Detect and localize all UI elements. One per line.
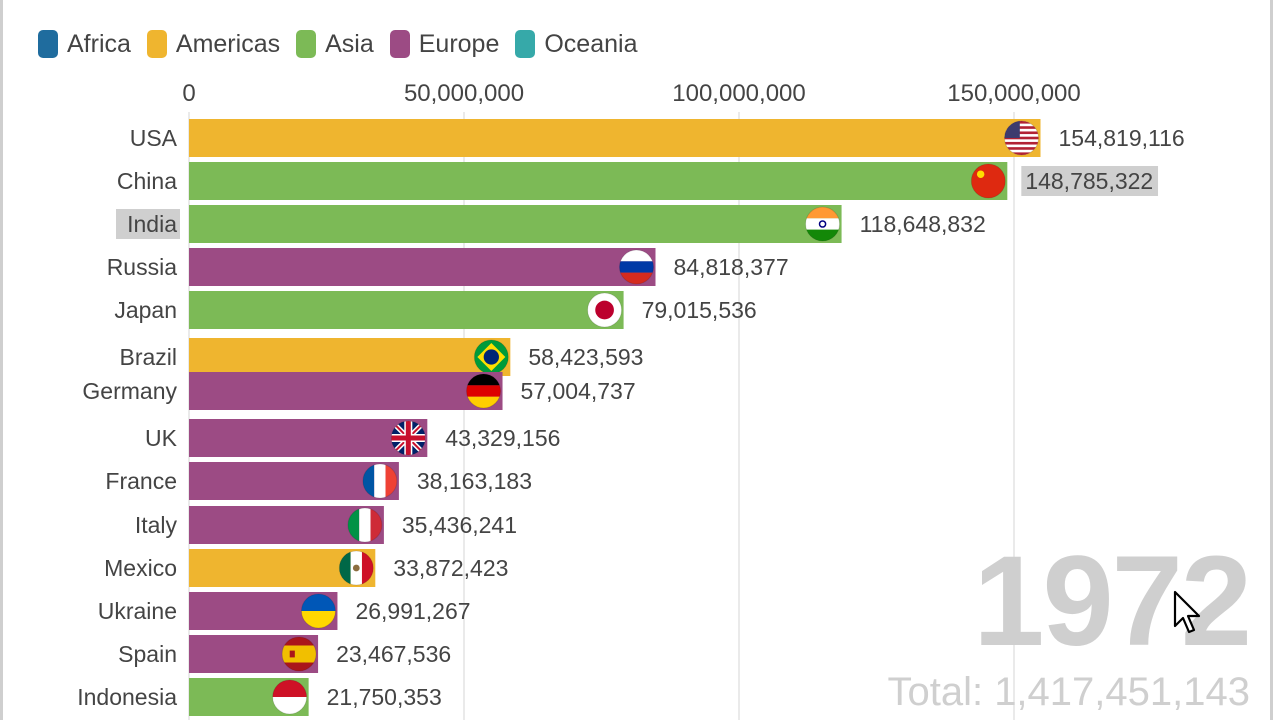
total-label: Total: 1,417,451,143 — [887, 670, 1250, 714]
value-label: 118,648,832 — [860, 211, 986, 237]
japan-flag-icon — [587, 292, 623, 328]
legend-label: Europe — [418, 29, 500, 58]
china-flag-icon — [970, 163, 1006, 199]
text-highlight — [116, 209, 180, 239]
value-label: 84,818,377 — [674, 254, 789, 280]
mouse-cursor-icon — [1173, 590, 1201, 634]
category-label: UK — [145, 425, 178, 451]
india-flag-icon — [805, 206, 841, 242]
germany-flag-icon — [466, 373, 502, 409]
mexico-flag-icon — [338, 550, 374, 586]
legend-swatch — [515, 30, 536, 58]
usa-flag-icon — [1004, 120, 1040, 156]
category-label: Italy — [135, 512, 178, 538]
russia-flag-icon — [619, 249, 655, 285]
chart-legend: Africa Americas Asia Europe Oceania — [38, 28, 653, 60]
value-label: 43,329,156 — [445, 425, 560, 451]
category-label: Ukraine — [98, 598, 177, 624]
x-tick-label: 100,000,000 — [672, 80, 805, 107]
spain-flag-icon — [281, 636, 317, 672]
bar-china — [189, 162, 1008, 200]
value-label: 33,872,423 — [393, 555, 508, 581]
legend-label: Oceania — [544, 29, 638, 58]
category-label: Brazil — [119, 344, 177, 370]
value-label: 58,423,593 — [528, 344, 643, 370]
value-label: 38,163,183 — [417, 468, 532, 494]
value-label: 35,436,241 — [402, 512, 517, 538]
x-tick-label: 150,000,000 — [947, 80, 1080, 107]
bar-japan — [189, 291, 624, 329]
bar-india — [189, 205, 842, 243]
category-label: India — [127, 211, 177, 237]
legend-item-europe[interactable]: Europe — [389, 29, 500, 59]
legend-label: Americas — [175, 29, 281, 58]
category-label: Germany — [82, 378, 177, 404]
bar-usa — [189, 119, 1041, 157]
category-label: Russia — [107, 254, 178, 280]
text-highlight — [1021, 166, 1159, 196]
legend-swatch — [296, 30, 317, 58]
bar-brazil — [189, 338, 511, 376]
italy-flag-icon — [347, 507, 383, 543]
category-label: Spain — [118, 641, 177, 667]
bar-uk — [189, 419, 428, 457]
legend-swatch — [146, 30, 167, 58]
uk-flag-icon — [390, 420, 426, 456]
right-frame-border — [1270, 0, 1273, 720]
ukraine-flag-icon — [300, 593, 336, 629]
brazil-flag-icon — [473, 339, 509, 375]
legend-label: Asia — [325, 29, 374, 58]
legend-item-africa[interactable]: Africa — [38, 30, 131, 59]
legend-item-oceania[interactable]: Oceania — [515, 30, 637, 59]
x-tick-label: 0 — [182, 80, 195, 107]
value-label: 154,819,116 — [1059, 125, 1185, 151]
legend-label: Africa — [67, 29, 131, 58]
value-label: 26,991,267 — [355, 598, 470, 624]
category-label: USA — [130, 125, 178, 151]
category-label: Japan — [114, 297, 177, 323]
year-label: 1972 — [973, 530, 1252, 673]
left-frame-border — [0, 0, 3, 720]
value-label: 23,467,536 — [336, 641, 451, 667]
france-flag-icon — [362, 463, 398, 499]
category-label: Mexico — [104, 555, 177, 581]
category-label: Indonesia — [77, 684, 177, 710]
value-label: 21,750,353 — [327, 684, 442, 710]
bar-russia — [189, 248, 656, 286]
indonesia-flag-icon — [272, 679, 308, 715]
legend-swatch — [38, 30, 58, 58]
legend-item-asia[interactable]: Asia — [296, 30, 374, 59]
category-label: China — [117, 168, 177, 194]
x-tick-label: 50,000,000 — [404, 80, 524, 107]
bar-germany — [189, 372, 503, 410]
legend-item-americas[interactable]: Americas — [146, 29, 281, 59]
value-label: 148,785,322 — [1025, 168, 1153, 194]
value-label: 79,015,536 — [642, 297, 757, 323]
legend-swatch — [389, 30, 410, 58]
category-label: France — [105, 468, 177, 494]
value-label: 57,004,737 — [521, 378, 636, 404]
